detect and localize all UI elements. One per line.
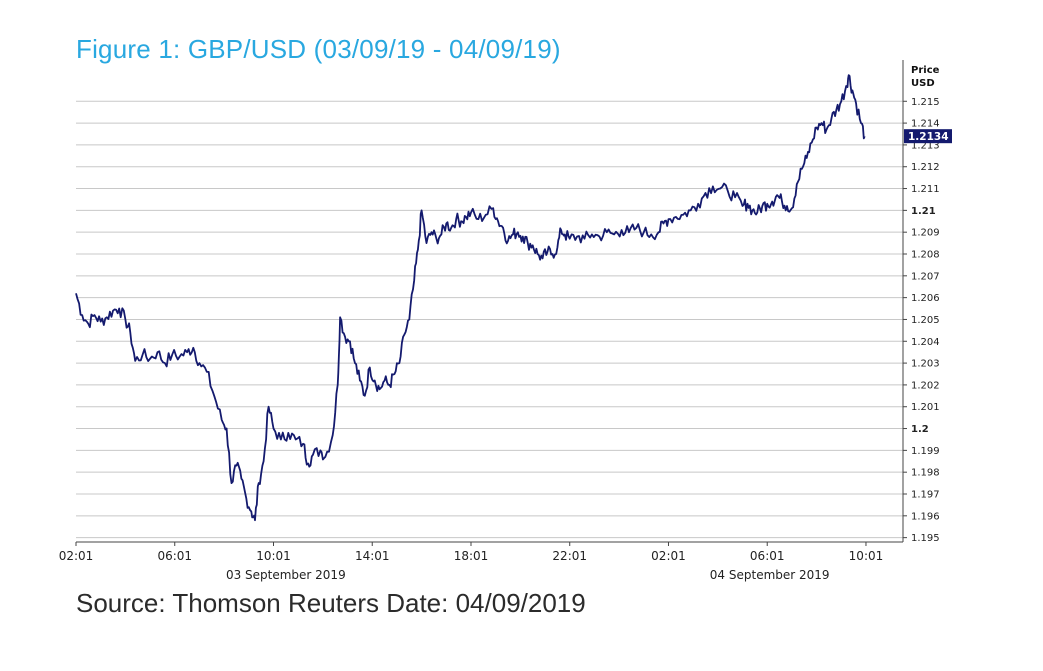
y-tick-label: 1.208 (911, 250, 940, 261)
y-axis-unit-label: USD (911, 78, 935, 89)
y-tick-label: 1.198 (911, 468, 940, 479)
y-tick-label: 1.211 (911, 184, 940, 195)
y-tick-label: 1.2 (911, 424, 929, 435)
x-tick-label: 14:01 (355, 549, 390, 563)
y-tick-label: 1.206 (911, 293, 940, 304)
x-tick-label: 22:01 (552, 549, 587, 563)
last-value-badge (904, 129, 952, 144)
last-value-label: 1.2134 (908, 131, 949, 143)
y-tick-label: 1.203 (911, 359, 940, 370)
x-tick-label: 18:01 (454, 549, 489, 563)
x-tick-label: 06:01 (157, 549, 192, 563)
y-tick-label: 1.215 (911, 97, 940, 108)
y-tick-label: 1.202 (911, 380, 940, 391)
figure-title: Figure 1: GBP/USD (03/09/19 - 04/09/19) (76, 34, 561, 64)
y-tick-label: 1.195 (911, 533, 940, 544)
x-tick-label: 10:01 (849, 549, 884, 563)
y-tick-label: 1.209 (911, 228, 940, 239)
y-tick-label: 1.212 (911, 162, 940, 173)
x-tick-label: 02:01 (59, 549, 94, 563)
y-tick-label: 1.21 (911, 206, 936, 217)
x-date-label: 03 September 2019 (226, 568, 346, 582)
y-tick-label: 1.197 (911, 490, 940, 501)
y-tick-label: 1.205 (911, 315, 940, 326)
y-axis-unit-label: Price (911, 65, 940, 76)
y-tick-label: 1.204 (911, 337, 940, 348)
y-tick-label: 1.214 (911, 119, 940, 130)
y-tick-label: 1.199 (911, 446, 940, 457)
y-tick-label: 1.207 (911, 271, 940, 282)
y-tick-label: 1.196 (911, 511, 940, 522)
x-tick-label: 10:01 (256, 549, 291, 563)
x-date-label: 04 September 2019 (710, 568, 830, 582)
y-tick-label: 1.201 (911, 402, 940, 413)
x-tick-label: 06:01 (750, 549, 785, 563)
source-note: Source: Thomson Reuters Date: 04/09/2019 (76, 588, 586, 618)
gbp-usd-series-line (75, 74, 866, 522)
x-tick-label: 02:01 (651, 549, 686, 563)
y-tick-label: 1.213 (911, 140, 940, 151)
